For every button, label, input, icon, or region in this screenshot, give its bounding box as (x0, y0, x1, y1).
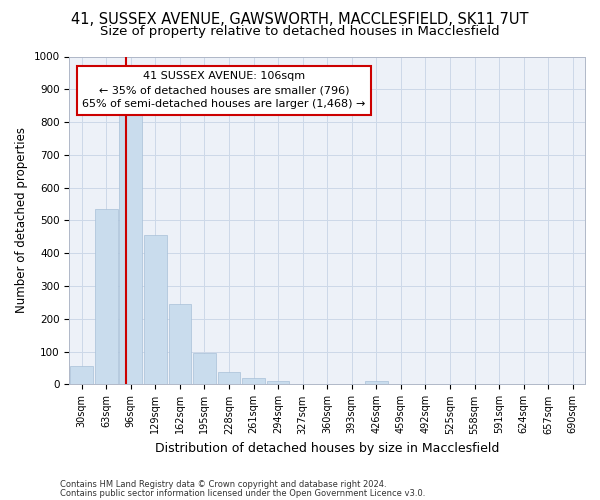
Bar (218, 372, 240, 384)
Bar (144, 235, 167, 384)
Text: Size of property relative to detached houses in Macclesfield: Size of property relative to detached ho… (100, 25, 500, 38)
Bar (95, 209, 118, 384)
Bar (193, 354, 216, 384)
Bar (70, 366, 93, 384)
Bar (119, 112, 142, 384)
Bar (242, 378, 265, 384)
Text: Contains public sector information licensed under the Open Government Licence v3: Contains public sector information licen… (60, 488, 425, 498)
Text: 41 SUSSEX AVENUE: 106sqm
← 35% of detached houses are smaller (796)
65% of semi-: 41 SUSSEX AVENUE: 106sqm ← 35% of detach… (82, 72, 366, 110)
X-axis label: Distribution of detached houses by size in Macclesfield: Distribution of detached houses by size … (155, 442, 499, 455)
Y-axis label: Number of detached properties: Number of detached properties (15, 128, 28, 314)
Bar (267, 381, 289, 384)
Bar (365, 381, 388, 384)
Bar (169, 304, 191, 384)
Text: Contains HM Land Registry data © Crown copyright and database right 2024.: Contains HM Land Registry data © Crown c… (60, 480, 386, 489)
Text: 41, SUSSEX AVENUE, GAWSWORTH, MACCLESFIELD, SK11 7UT: 41, SUSSEX AVENUE, GAWSWORTH, MACCLESFIE… (71, 12, 529, 28)
